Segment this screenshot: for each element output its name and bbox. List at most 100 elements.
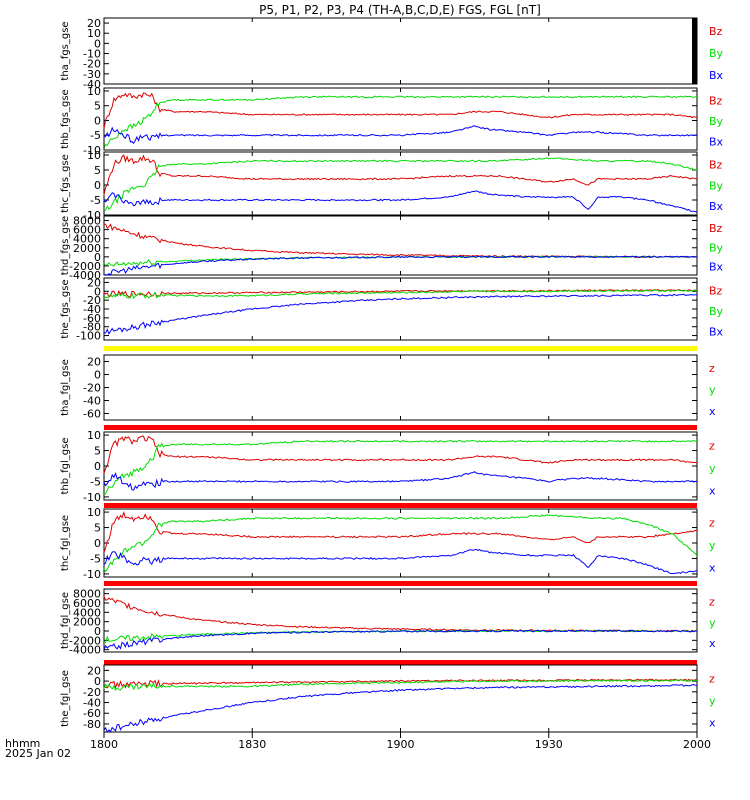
y-tick-label: 10 — [87, 506, 101, 519]
legend-entry: x — [709, 561, 716, 574]
panel-thb_fgl_gse: 10 5 0 -5 -10 thb_fgl_gse zyx — [60, 425, 716, 504]
legend-entry: y — [709, 616, 716, 629]
y-tick-label: 5 — [94, 522, 101, 535]
y-tick-label: -20 — [83, 58, 101, 71]
legend-entry: z — [709, 440, 715, 453]
panel-the_fgl_gse: 200-20-40-60-80 the_fgl_gse zyx — [60, 660, 716, 733]
series-y-line — [103, 514, 698, 573]
y-tick-label: -5 — [90, 194, 101, 207]
y-tick-label: 0 — [94, 675, 101, 688]
panel-frame — [103, 277, 698, 341]
panel-frame — [103, 17, 698, 85]
y-tick-label: -4000 — [69, 269, 101, 282]
y-tick-label: 20 — [87, 276, 101, 289]
legend-entry: y — [709, 383, 716, 396]
y-tick-label: 5 — [94, 445, 101, 458]
y-tick-label: 20 — [87, 356, 101, 369]
data-flag-bar — [104, 503, 697, 508]
series-z-line — [103, 435, 698, 474]
y-tick-label: -60 — [83, 312, 101, 325]
plot-title: P5, P1, P2, P3, P4 (TH-A,B,C,D,E) FGS, F… — [259, 3, 541, 17]
y-axis-label: the_fgl_gse — [60, 670, 71, 727]
y-tick-label: 0 — [94, 179, 101, 192]
legend-entry: Bx — [709, 69, 724, 82]
legend-entry: x — [709, 637, 716, 650]
y-tick-label: -40 — [83, 78, 101, 91]
y-tick-label: 0 — [94, 369, 101, 382]
legend-entry: Bz — [709, 25, 723, 38]
y-axis-label: thb_fgl_gse — [60, 438, 71, 495]
y-tick-label: -4000 — [69, 644, 101, 657]
y-tick-label: 5 — [94, 100, 101, 113]
series-y-line — [103, 95, 698, 148]
y-tick-label: 0 — [94, 285, 101, 298]
y-axis-label: thd_fgs_gse — [60, 216, 71, 275]
x-tick-label: 2000 — [683, 738, 711, 751]
y-tick-label: 8000 — [73, 215, 101, 228]
y-axis-label: thc_fgl_gse — [60, 515, 71, 571]
series-y-line — [103, 439, 698, 495]
y-tick-label: -10 — [83, 568, 101, 581]
legend-entry: By — [709, 241, 724, 254]
series-z-line — [103, 678, 698, 690]
y-tick-label: -2000 — [69, 260, 101, 273]
series-x-line — [103, 293, 697, 335]
legend-entry: By — [709, 47, 724, 60]
x-tick-label: 1930 — [535, 738, 563, 751]
x-tick-label: 1830 — [238, 738, 266, 751]
legend-entry: z — [709, 596, 715, 609]
y-tick-label: 4000 — [73, 606, 101, 619]
panel-frame — [103, 87, 698, 151]
panel-tha_fgl_gse: 200-20-40-60 tha_fgl_gse zyx — [60, 346, 716, 421]
legend-entry: By — [709, 115, 724, 128]
series-x-line — [103, 125, 698, 145]
legend-entry: Bz — [709, 284, 723, 297]
y-tick-label: -5 — [90, 129, 101, 142]
series-x-line — [103, 684, 698, 733]
y-tick-label: 10 — [87, 85, 101, 98]
y-tick-label: -60 — [83, 408, 101, 421]
legend-entry: x — [709, 405, 716, 418]
y-tick-label: 5 — [94, 164, 101, 177]
legend-entry: Bx — [709, 325, 724, 338]
y-tick-label: -40 — [83, 303, 101, 316]
panel-frame — [103, 588, 698, 653]
panel-thb_fgs_gse: 10 50 -5 -10 thb_fgs_gse Bz By Bx — [60, 85, 724, 157]
legend-entry: z — [709, 672, 715, 685]
panel-thc_fgs_gse: 10 5 0 -5 -10 thc_fgs_gse Bz By Bx — [60, 149, 724, 222]
y-tick-label: 0 — [94, 114, 101, 127]
x-axis-date-label: 2025 Jan 02 — [5, 747, 71, 760]
y-tick-label: -5 — [90, 475, 101, 488]
legend-entry: Bx — [709, 135, 724, 148]
legend-entry: y — [709, 462, 716, 475]
y-tick-label: 20 — [87, 664, 101, 677]
panel-frame — [103, 508, 698, 578]
y-tick-label: -10 — [83, 209, 101, 222]
y-tick-label: 10 — [87, 429, 101, 442]
series-x-line — [103, 190, 698, 213]
panel-the_fgs_gse: 200-20-40-60-80-100 the_fgs_gse Bz By Bx — [60, 276, 724, 342]
y-tick-label: -40 — [83, 697, 101, 710]
y-tick-label: -80 — [83, 321, 101, 334]
data-flag-bar — [104, 660, 697, 665]
series-y-line — [103, 157, 698, 212]
panel-frame — [103, 354, 698, 421]
series-z-line — [103, 596, 698, 633]
y-axis-label: tha_fgl_gse — [60, 359, 71, 416]
legend-entry: Bx — [709, 200, 724, 213]
y-tick-label: 20 — [87, 17, 101, 30]
series-z-line — [103, 154, 698, 195]
y-tick-label: -100 — [76, 330, 101, 343]
legend-entry: Bz — [709, 94, 723, 107]
legend-entry: z — [709, 517, 715, 530]
legend-entry: y — [709, 539, 716, 552]
y-tick-label: 2000 — [73, 242, 101, 255]
series-x-line — [103, 255, 698, 276]
y-tick-label: 4000 — [73, 233, 101, 246]
series-y-line — [103, 679, 698, 691]
y-tick-label: 0 — [94, 625, 101, 638]
